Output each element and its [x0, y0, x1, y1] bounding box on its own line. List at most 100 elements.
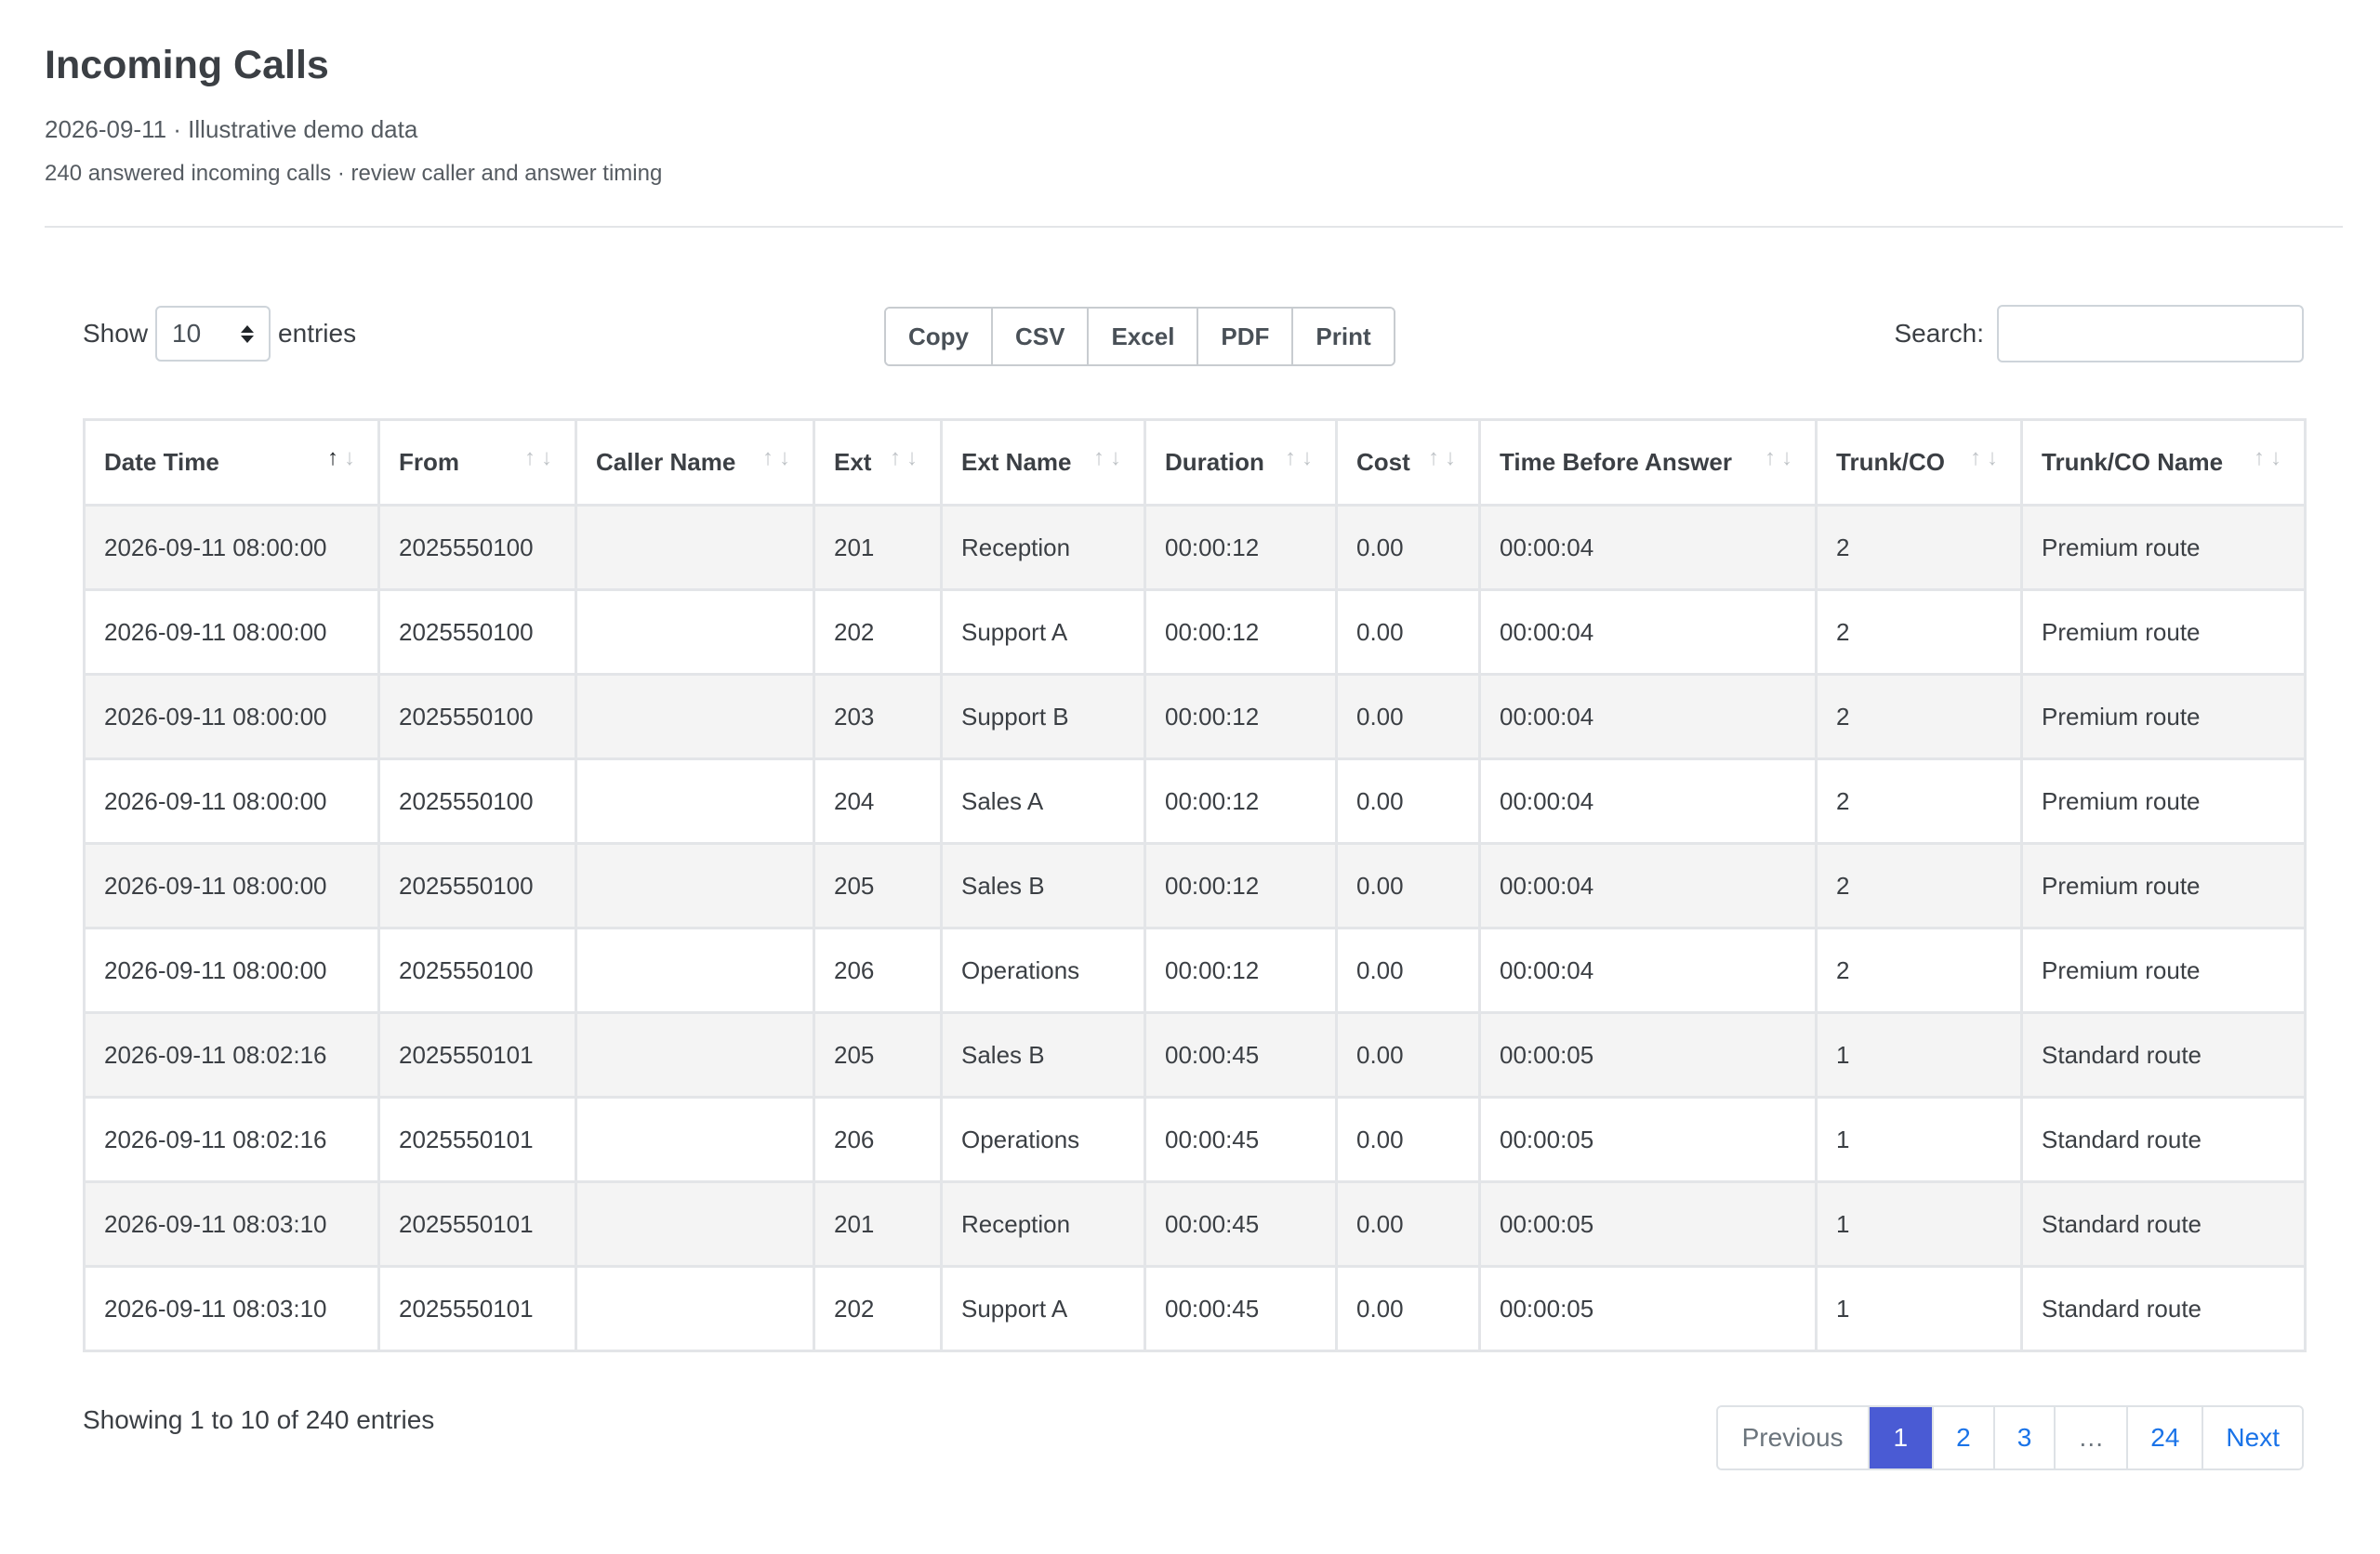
page-button-1[interactable]: 1 [1869, 1407, 1935, 1468]
table-row: 2026-09-11 08:00:00 2025550100 202 Support … [83, 588, 2307, 676]
cell-duration: 00:00:45 [1144, 1096, 1338, 1183]
page-summary: 240 answered incoming calls · review cal… [45, 161, 663, 187]
next-page-button[interactable]: Next [2203, 1407, 2302, 1468]
cell-from: 2025550101 [377, 1265, 577, 1352]
cell-trunk-co-name: Premium route [2020, 504, 2307, 591]
page-button-2[interactable]: 2 [1934, 1407, 1995, 1468]
entries-select[interactable]: 10 [155, 306, 271, 362]
cell-ext-name: Sales B [940, 1011, 1146, 1099]
cell-time-before-answer: 00:00:04 [1478, 927, 1818, 1014]
cell-caller-name [575, 504, 815, 591]
cell-trunk-co-name: Standard route [2020, 1096, 2307, 1183]
cell-trunk-co: 1 [1815, 1011, 2023, 1099]
cell-ext: 204 [813, 757, 943, 845]
cell-duration: 00:00:12 [1144, 673, 1338, 760]
cell-duration: 00:00:45 [1144, 1180, 1338, 1268]
column-header-cost[interactable]: Cost ↑↓ [1335, 418, 1481, 507]
cell-trunk-co-name: Premium route [2020, 842, 2307, 929]
previous-page-button[interactable]: Previous [1717, 1407, 1870, 1468]
cell-caller-name [575, 588, 815, 676]
column-header-caller-name[interactable]: Caller Name ↑↓ [575, 418, 815, 507]
cell-date-time: 2026-09-11 08:00:00 [83, 757, 380, 845]
search-control: Search: [1894, 305, 2304, 362]
cell-cost: 0.00 [1335, 673, 1481, 760]
cell-caller-name [575, 842, 815, 929]
cell-ext-name: Operations [940, 927, 1146, 1014]
export-button-group: Copy CSV Excel PDF Print [884, 307, 1395, 366]
page-subtitle: 2026-09-11 · Illustrative demo data [45, 115, 418, 144]
cell-ext: 201 [813, 1180, 943, 1268]
cell-caller-name [575, 1011, 815, 1099]
sort-icon: ↑↓ [890, 445, 923, 470]
cell-caller-name [575, 673, 815, 760]
cell-ext-name: Reception [940, 1180, 1146, 1268]
table-row: 2026-09-11 08:03:10 2025550101 202 Support … [83, 1265, 2307, 1352]
cell-trunk-co-name: Standard route [2020, 1180, 2307, 1268]
cell-from: 2025550100 [377, 504, 577, 591]
cell-ext: 205 [813, 842, 943, 929]
cell-date-time: 2026-09-11 08:03:10 [83, 1265, 380, 1352]
cell-cost: 0.00 [1335, 757, 1481, 845]
cell-ext-name: Sales A [940, 757, 1146, 845]
excel-button[interactable]: Excel [1089, 309, 1199, 364]
column-header-duration[interactable]: Duration ↑↓ [1144, 418, 1338, 507]
cell-date-time: 2026-09-11 08:00:00 [83, 588, 380, 676]
cell-ext-name: Reception [940, 504, 1146, 591]
sort-ascending-icon: ↑↓ [327, 445, 361, 470]
pagination: Previous 1 2 3 … 24 Next [1715, 1405, 2304, 1470]
copy-button[interactable]: Copy [886, 309, 993, 364]
page-button-3[interactable]: 3 [1994, 1407, 2056, 1468]
cell-trunk-co-name: Premium route [2020, 757, 2307, 845]
cell-trunk-co: 1 [1815, 1096, 2023, 1183]
table-row: 2026-09-11 08:00:00 2025550100 206 Operatio… [83, 927, 2307, 1014]
cell-caller-name [575, 757, 815, 845]
search-label: Search: [1894, 319, 1985, 348]
cell-time-before-answer: 00:00:04 [1478, 588, 1818, 676]
page-button-24[interactable]: 24 [2128, 1407, 2204, 1468]
cell-from: 2025550100 [377, 927, 577, 1014]
sort-icon: ↑↓ [2254, 445, 2287, 470]
column-header-ext-name[interactable]: Ext Name ↑↓ [940, 418, 1146, 507]
cell-duration: 00:00:45 [1144, 1011, 1338, 1099]
cell-from: 2025550100 [377, 757, 577, 845]
cell-time-before-answer: 00:00:05 [1478, 1265, 1818, 1352]
print-button[interactable]: Print [1293, 309, 1394, 364]
cell-trunk-co: 2 [1815, 588, 2023, 676]
cell-trunk-co: 1 [1815, 1265, 2023, 1352]
cell-trunk-co-name: Premium route [2020, 588, 2307, 676]
cell-trunk-co-name: Standard route [2020, 1011, 2307, 1099]
column-header-trunk-co[interactable]: Trunk/CO ↑↓ [1815, 418, 2023, 507]
cell-date-time: 2026-09-11 08:03:10 [83, 1180, 380, 1268]
column-header-date-time[interactable]: Date Time ↑↓ [83, 418, 380, 507]
table-row: 2026-09-11 08:03:10 2025550101 201 Receptio… [83, 1180, 2307, 1268]
cell-date-time: 2026-09-11 08:02:16 [83, 1011, 380, 1099]
csv-button[interactable]: CSV [993, 309, 1090, 364]
cell-time-before-answer: 00:00:05 [1478, 1096, 1818, 1183]
column-header-from[interactable]: From ↑↓ [377, 418, 577, 507]
table-row: 2026-09-11 08:00:00 2025550100 203 Support … [83, 673, 2307, 760]
cell-ext: 202 [813, 588, 943, 676]
column-header-ext[interactable]: Ext ↑↓ [813, 418, 943, 507]
cell-ext-name: Sales B [940, 842, 1146, 929]
cell-time-before-answer: 00:00:05 [1478, 1180, 1818, 1268]
column-header-time-before-answer[interactable]: Time Before Answer ↑↓ [1478, 418, 1818, 507]
cell-time-before-answer: 00:00:04 [1478, 673, 1818, 760]
cell-cost: 0.00 [1335, 927, 1481, 1014]
pdf-button[interactable]: PDF [1198, 309, 1294, 364]
cell-caller-name [575, 1265, 815, 1352]
cell-ext: 201 [813, 504, 943, 591]
search-input[interactable] [1997, 305, 2304, 362]
entries-length-control: Show 10 entries [83, 305, 356, 362]
cell-cost: 0.00 [1335, 1011, 1481, 1099]
cell-duration: 00:00:12 [1144, 927, 1338, 1014]
cell-time-before-answer: 00:00:05 [1478, 1011, 1818, 1099]
sort-icon: ↑↓ [1970, 445, 2003, 470]
calls-table-wrapper: Date Time ↑↓ From ↑↓ Caller Name ↑↓ Ext ↑↓ E… [83, 418, 2307, 1352]
cell-ext-name: Operations [940, 1096, 1146, 1183]
sort-icon: ↑↓ [1428, 445, 1461, 470]
column-header-trunk-co-name[interactable]: Trunk/CO Name ↑↓ [2020, 418, 2307, 507]
cell-cost: 0.00 [1335, 1265, 1481, 1352]
